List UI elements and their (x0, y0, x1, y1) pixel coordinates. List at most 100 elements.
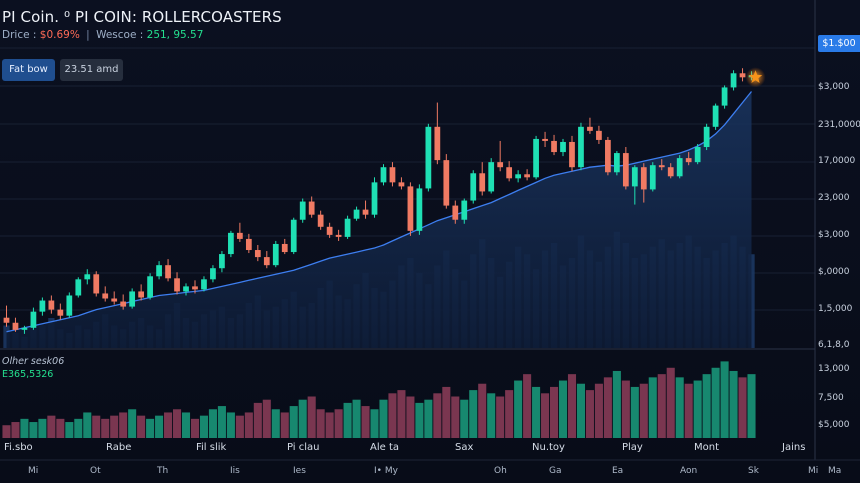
candle (326, 222, 333, 238)
candle-body (676, 158, 683, 177)
oscillator-bar (496, 396, 505, 438)
candle-body (317, 214, 324, 227)
candle (721, 85, 728, 109)
oscillator-bar (74, 418, 83, 438)
candle (551, 134, 557, 156)
oscillator-bar (711, 367, 720, 438)
candle (506, 161, 513, 182)
oscillator-bar (172, 409, 182, 438)
candle (84, 269, 91, 285)
oscillator-bar (469, 390, 478, 438)
candle (730, 70, 737, 91)
candle-body (551, 140, 557, 153)
candle-body (587, 126, 593, 131)
candle-body (156, 265, 162, 277)
volume-axis-label: 7,500 (818, 393, 844, 403)
range-button[interactable]: 23.51 amd (60, 59, 123, 81)
candle-body (443, 160, 450, 206)
oscillator-bar (352, 399, 361, 438)
candle (147, 273, 153, 300)
chart-title: PI Coin. ⁰ PI COIN: ROLLERCOASTERS (2, 8, 282, 26)
candle (299, 198, 306, 223)
candle (712, 103, 719, 130)
candle-body (721, 87, 728, 106)
candle (739, 68, 746, 82)
oscillator-bar (532, 386, 541, 438)
stat-label-2: Wescoe : (96, 29, 144, 41)
oscillator-bar (442, 386, 451, 438)
oscillator-bar (361, 406, 370, 438)
candle-body (371, 182, 378, 215)
oscillator-bar (92, 415, 101, 438)
candle-body (201, 279, 207, 290)
candle (75, 277, 82, 298)
y-axis-label: $,0000 (818, 267, 850, 277)
candle-body (542, 138, 548, 141)
oscillator-bar (675, 377, 684, 438)
candle-body (254, 250, 261, 258)
candle (335, 229, 342, 241)
candle-body (21, 327, 28, 330)
candle (667, 163, 674, 179)
oscillator-bar (487, 393, 496, 438)
oscillator-bar (325, 412, 334, 438)
oscillator-bar (244, 412, 253, 438)
oscillator-bar (621, 380, 630, 438)
oscillator-bar (298, 399, 307, 438)
x-axis-label: Sax (455, 442, 474, 453)
oscillator-bar (164, 412, 173, 438)
volume-panel-value: E365,5326 (2, 369, 54, 380)
oscillator-bar (388, 393, 397, 438)
candle-body (605, 139, 611, 173)
candle-body (335, 234, 342, 237)
oscillator-bar (199, 415, 209, 438)
y-axis-label: 17,0000 (818, 156, 856, 166)
x-axis-label: Fi.sbo (4, 442, 33, 453)
candle (416, 184, 423, 235)
oscillator-bar (576, 383, 586, 438)
oscillator-bar (702, 374, 711, 438)
candle (111, 291, 118, 305)
candle-body (326, 226, 333, 235)
oscillator-bar (155, 415, 164, 438)
candle (353, 206, 360, 221)
candle-body (739, 73, 746, 78)
volume-axis-label: $5,000 (818, 420, 850, 430)
oscillator-bar (334, 409, 343, 438)
candle-body (622, 153, 629, 187)
volume-overlay-bar (748, 254, 755, 348)
candle-body (488, 162, 495, 192)
oscillator-bar (648, 377, 657, 438)
timeframe-button[interactable]: Fat bow (2, 59, 55, 81)
oscillator-bar (137, 415, 146, 438)
candle (308, 196, 315, 218)
oscillator-bar (83, 412, 92, 438)
x-axis-label: Nu.toy (532, 442, 565, 453)
oscillator-bar (549, 386, 559, 438)
candle (605, 136, 611, 176)
candle-body (120, 301, 127, 307)
candle-body (165, 265, 171, 279)
oscillator-bar (190, 418, 200, 438)
x-axis-sublabel: Ot (90, 466, 101, 476)
candle (272, 240, 279, 268)
oscillator-bar (38, 418, 47, 438)
candle-body (712, 105, 719, 127)
candle-body (434, 126, 441, 161)
moving-average-area (6, 91, 752, 348)
oscillator-bar (316, 409, 325, 438)
oscillator-bar (594, 383, 603, 438)
x-axis-sublabel: Th (157, 466, 169, 476)
oscillator-bar (370, 409, 379, 438)
oscillator-bar (433, 393, 442, 438)
oscillator-bar (720, 361, 729, 438)
candle (183, 283, 189, 296)
candle-body (39, 300, 46, 312)
candle-body (560, 141, 566, 153)
candle-body (281, 243, 288, 253)
candle-body (461, 200, 468, 220)
candle-body (344, 218, 351, 237)
oscillator-bar (693, 380, 702, 438)
candle-body (138, 291, 145, 298)
